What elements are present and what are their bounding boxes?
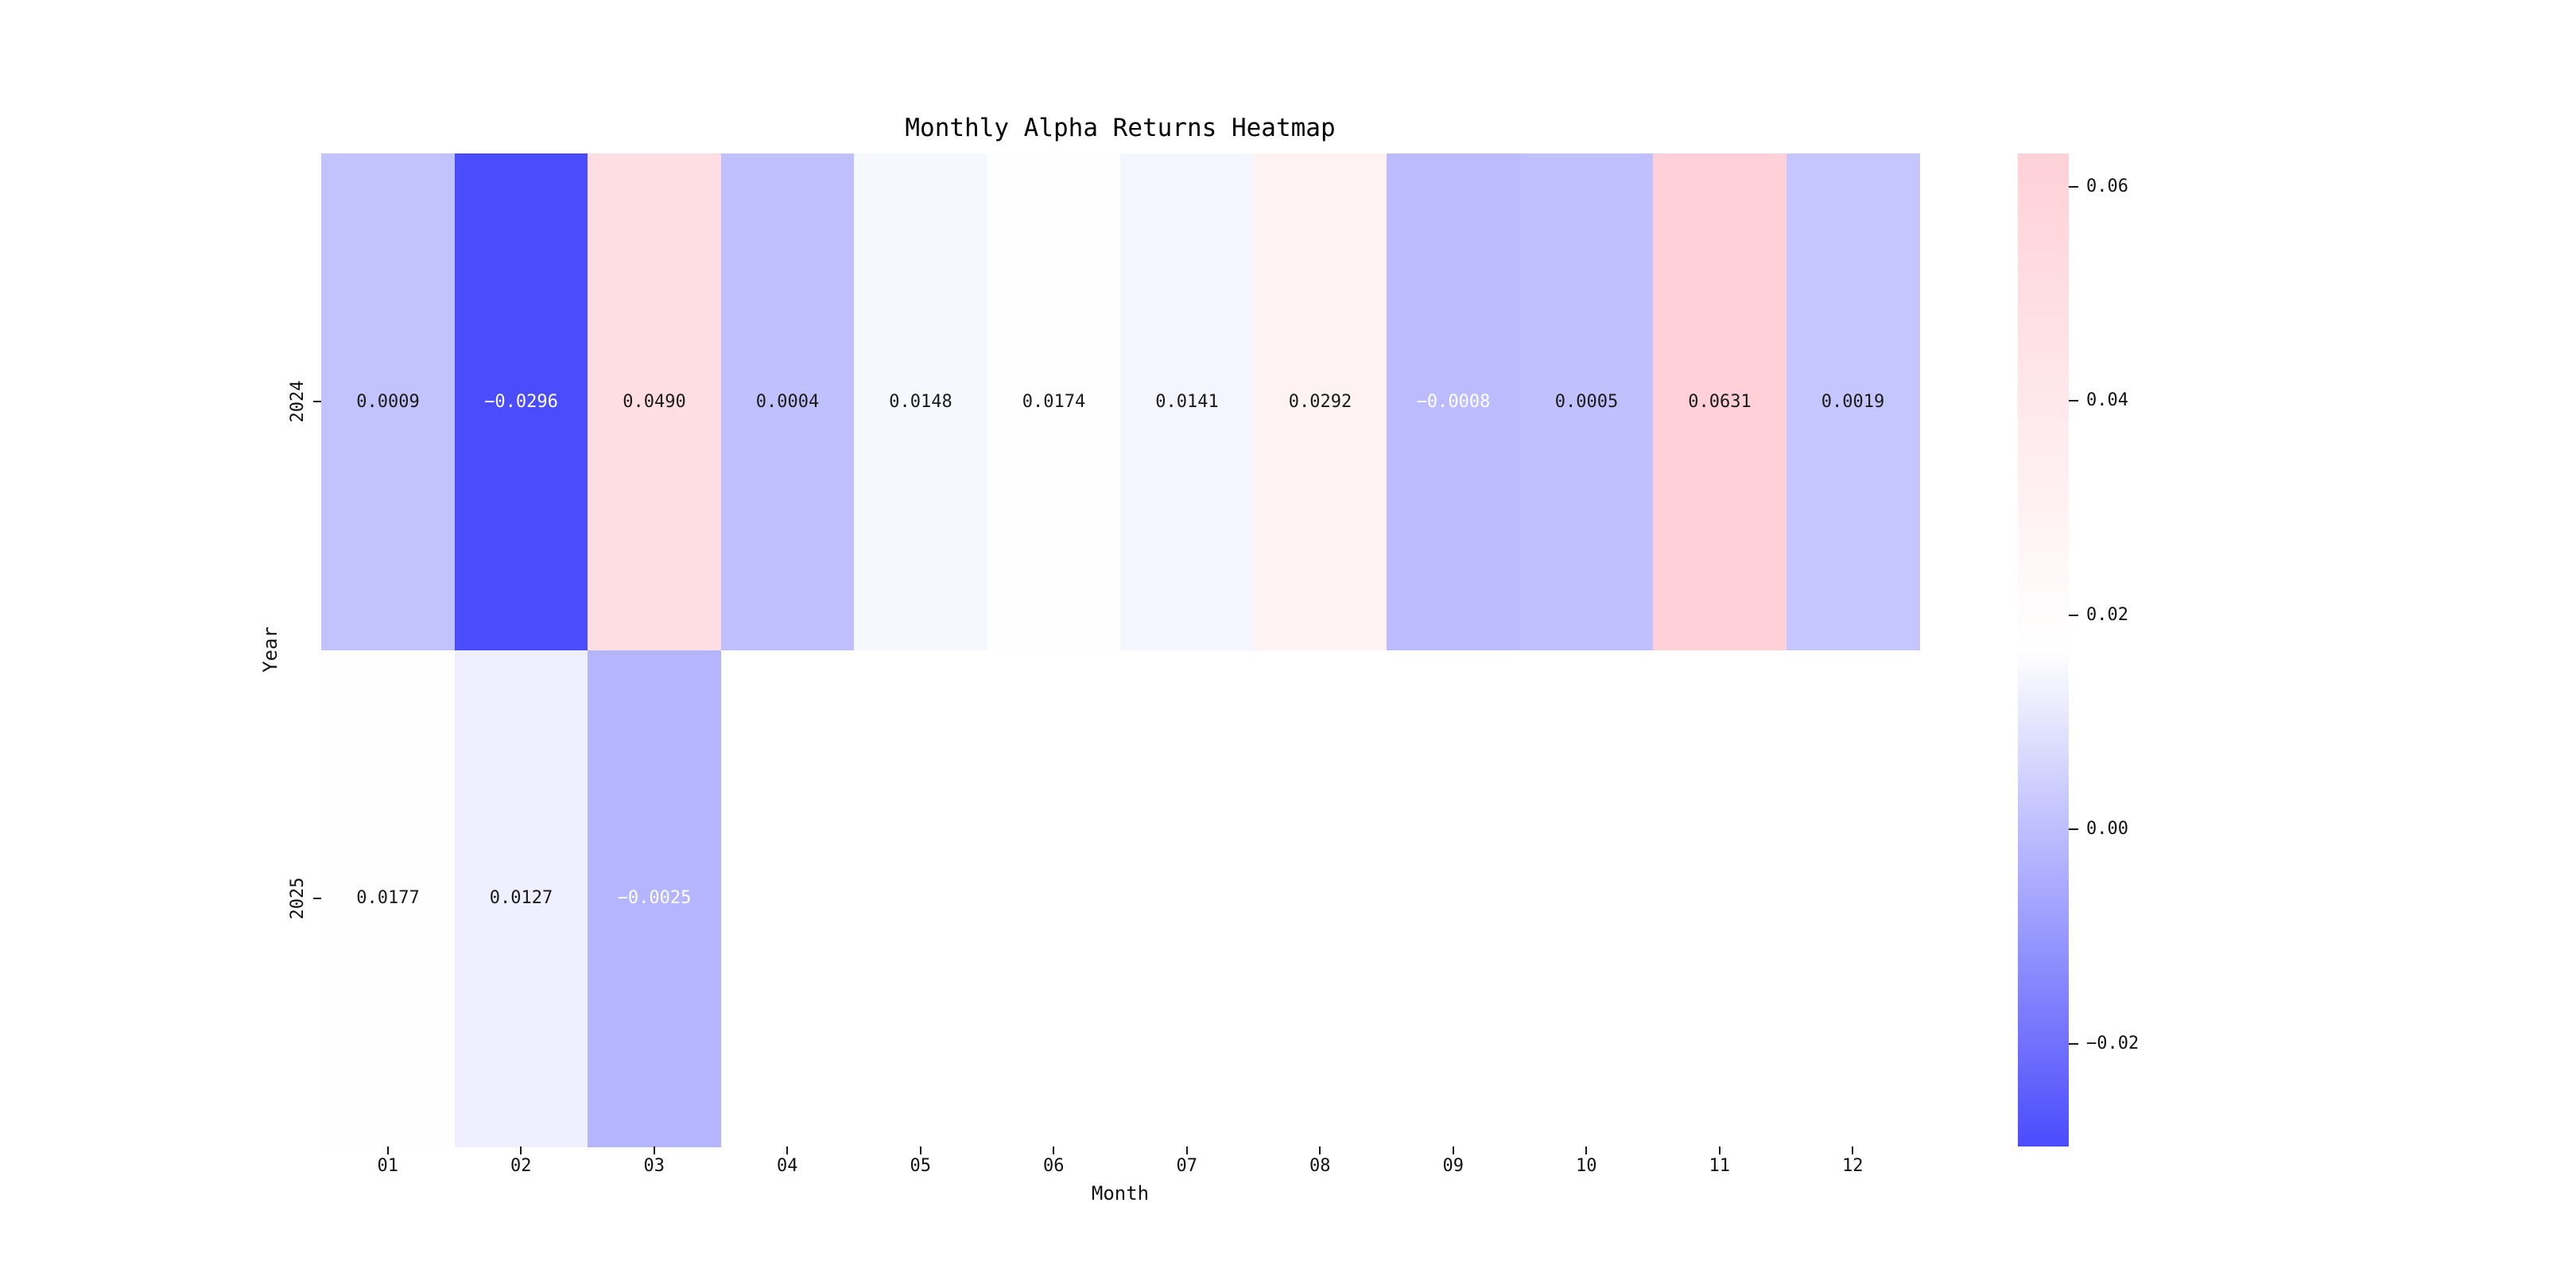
cell-value: 0.0174 <box>1022 391 1086 412</box>
x-tick-label: 12 <box>1842 1156 1864 1176</box>
x-tick <box>1852 1146 1854 1154</box>
y-tick <box>313 897 321 899</box>
cell-value: 0.0009 <box>356 391 420 412</box>
x-tick <box>1319 1146 1321 1154</box>
heatmap-cell-2024-07: 0.0141 <box>1120 153 1254 650</box>
colorbar-tick <box>2069 400 2078 402</box>
x-tick-label: 11 <box>1709 1156 1731 1176</box>
x-tick-label: 01 <box>377 1156 399 1176</box>
x-tick <box>919 1146 921 1154</box>
colorbar-tick <box>2069 828 2078 831</box>
cell-value: −0.0025 <box>617 888 692 908</box>
x-tick-label: 09 <box>1442 1156 1465 1176</box>
x-tick <box>1585 1146 1588 1154</box>
heatmap-plot-area: 0.0009 −0.0296 0.0490 0.0004 0.0148 0.0174 0.0… <box>321 153 1920 1147</box>
colorbar-tick-label: −0.02 <box>2086 1033 2140 1053</box>
x-tick <box>786 1146 789 1154</box>
cell-value: 0.0141 <box>1155 391 1219 412</box>
heatmap-cell-2024-10: 0.0005 <box>1519 153 1654 650</box>
cell-value: 0.0005 <box>1554 391 1619 412</box>
heatmap-cell-2024-01: 0.0009 <box>321 153 455 650</box>
colorbar <box>2018 153 2069 1146</box>
x-tick-label: 06 <box>1043 1156 1065 1176</box>
cell-value: 0.0019 <box>1821 391 1885 412</box>
heatmap-cell-2024-11: 0.0631 <box>1653 153 1787 650</box>
colorbar-tick <box>2069 614 2078 616</box>
cell-value: 0.0631 <box>1688 391 1752 412</box>
colorbar-tick-label: 0.06 <box>2086 176 2128 196</box>
x-tick <box>1185 1146 1188 1154</box>
heatmap-cell-2024-05: 0.0148 <box>854 153 987 650</box>
colorbar-tick <box>2069 1042 2078 1045</box>
cell-value: 0.0292 <box>1288 391 1352 412</box>
chart-title: Monthly Alpha Returns Heatmap <box>905 114 1336 142</box>
colorbar-tick-label: 0.02 <box>2086 604 2128 625</box>
cell-value: 0.0148 <box>889 391 952 412</box>
x-tick <box>1452 1146 1454 1154</box>
x-tick <box>1053 1146 1055 1154</box>
heatmap-cell-2024-06: 0.0174 <box>987 153 1121 650</box>
x-tick-label: 03 <box>643 1156 665 1176</box>
cell-value: 0.0127 <box>489 888 553 908</box>
x-tick-label: 07 <box>1176 1156 1198 1176</box>
heatmap-cell-2024-12: 0.0019 <box>1786 153 1920 650</box>
x-tick-label: 05 <box>910 1156 932 1176</box>
y-tick-label: 2024 <box>288 380 308 423</box>
cell-value: 0.0004 <box>755 391 820 412</box>
x-tick <box>653 1146 655 1154</box>
y-tick-label: 2025 <box>288 877 308 920</box>
heatmap-cell-2024-02: −0.0296 <box>454 153 588 650</box>
cell-value: 0.0177 <box>356 888 420 908</box>
colorbar-tick-label: 0.04 <box>2086 390 2128 411</box>
y-tick <box>313 401 321 403</box>
x-tick-label: 08 <box>1309 1156 1331 1176</box>
colorbar-tick <box>2069 185 2078 188</box>
heatmap-cell-2024-04: 0.0004 <box>720 153 855 650</box>
x-tick <box>386 1146 389 1154</box>
x-axis-label: Month <box>1091 1182 1150 1205</box>
x-tick <box>1718 1146 1721 1154</box>
x-tick-label: 10 <box>1576 1156 1597 1176</box>
cell-value: −0.0008 <box>1416 391 1491 412</box>
heatmap-cell-2025-02: 0.0127 <box>454 650 588 1147</box>
x-tick <box>520 1146 522 1154</box>
y-axis-label: Year <box>259 627 281 673</box>
heatmap-cell-2025-03: −0.0025 <box>588 650 721 1147</box>
cell-value: −0.0296 <box>484 391 558 412</box>
heatmap-cell-2025-01: 0.0177 <box>321 650 455 1147</box>
heatmap-cell-2024-09: −0.0008 <box>1387 153 1520 650</box>
heatmap-cell-2024-08: 0.0292 <box>1253 153 1387 650</box>
heatmap-cell-2024-03: 0.0490 <box>588 153 721 650</box>
cell-value: 0.0490 <box>623 391 686 412</box>
x-tick-label: 02 <box>510 1156 532 1176</box>
x-tick-label: 04 <box>777 1156 798 1176</box>
colorbar-tick-label: 0.00 <box>2086 819 2128 840</box>
